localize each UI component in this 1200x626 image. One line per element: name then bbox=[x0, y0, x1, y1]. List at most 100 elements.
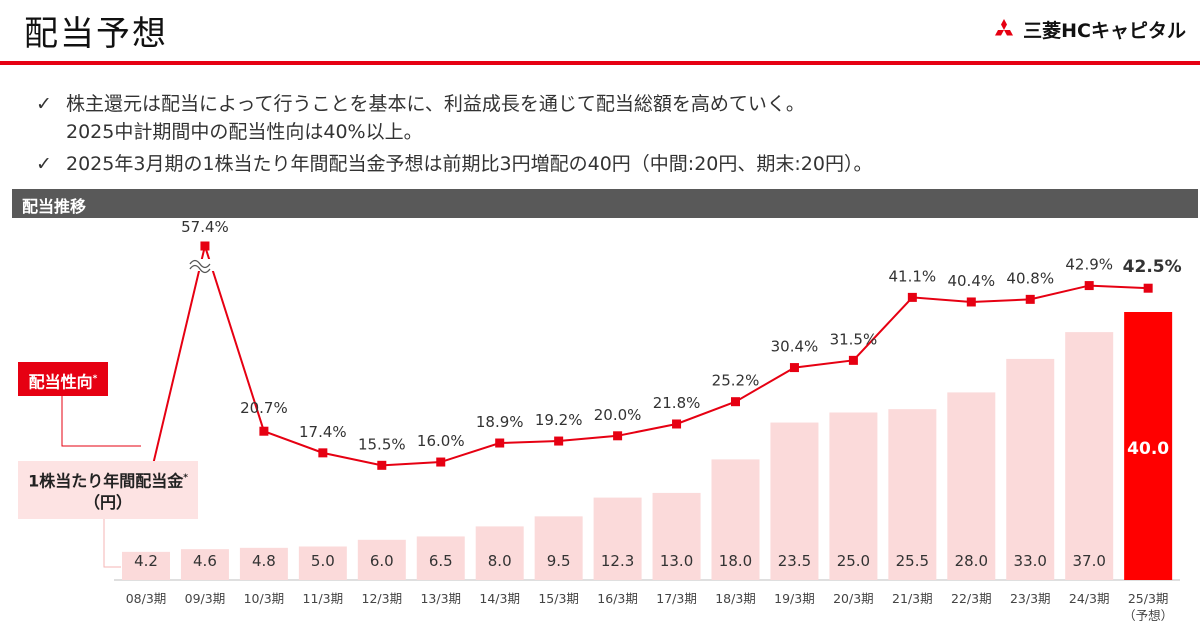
line-value-label: 42.5% bbox=[1123, 257, 1182, 277]
bar-value-label: 4.8 bbox=[252, 552, 276, 570]
x-tick-label: 17/3期 bbox=[656, 591, 697, 606]
axis-break-mask bbox=[190, 259, 215, 271]
axis-break-icon bbox=[189, 259, 211, 269]
line-value-label: 40.4% bbox=[947, 272, 995, 290]
x-tick-label: 13/3期 bbox=[420, 591, 461, 606]
line-value-label: 25.2% bbox=[712, 372, 760, 390]
line-value-label: 16.0% bbox=[417, 432, 465, 450]
x-tick-label: 11/3期 bbox=[303, 591, 344, 606]
bar-value-label: 28.0 bbox=[955, 552, 988, 570]
bar bbox=[1065, 332, 1114, 580]
bar bbox=[770, 422, 819, 580]
mitsubishi-logo-icon bbox=[995, 18, 1014, 35]
bar bbox=[652, 492, 701, 580]
bar bbox=[357, 539, 406, 580]
bar bbox=[593, 497, 642, 580]
bar bbox=[416, 536, 465, 580]
line-value-label: 21.8% bbox=[653, 394, 701, 412]
payout-ratio-label: 配当性向 bbox=[28, 372, 93, 392]
bar-value-label: 4.6 bbox=[193, 552, 217, 570]
line-value-label: 30.4% bbox=[771, 338, 819, 356]
line-point bbox=[318, 448, 328, 458]
line-point bbox=[1025, 294, 1035, 304]
line-value-label: 41.1% bbox=[889, 267, 937, 285]
footnote-mark: * bbox=[92, 374, 98, 384]
bar bbox=[475, 526, 524, 580]
bar-value-label: 6.5 bbox=[429, 552, 453, 570]
bar-value-label: 4.2 bbox=[134, 552, 158, 570]
x-tick-label: 16/3期 bbox=[597, 591, 638, 606]
section-header: 配当推移 bbox=[12, 189, 1198, 218]
line-value-label: 20.0% bbox=[594, 406, 642, 424]
dps-label: 1株当たり年間配当金 bbox=[28, 471, 184, 491]
x-tick-label: 14/3期 bbox=[479, 591, 520, 606]
x-tick-label: 21/3期 bbox=[892, 591, 933, 606]
x-tick-label: 22/3期 bbox=[951, 591, 992, 606]
x-tick-label: 09/3期 bbox=[185, 591, 226, 606]
x-tick-label: 23/3期 bbox=[1010, 591, 1051, 606]
x-tick-label: 18/3期 bbox=[715, 591, 756, 606]
line-value-label: 57.4% bbox=[181, 218, 229, 236]
bullet-text: 2025中計期間中の配当性向は40%以上。 bbox=[66, 121, 423, 143]
line-value-label: 15.5% bbox=[358, 435, 406, 453]
bar bbox=[122, 551, 170, 580]
x-tick-label: 20/3期 bbox=[833, 591, 874, 606]
payout-ratio-legend: 配当性向* bbox=[18, 362, 108, 396]
bar-value-label: 13.0 bbox=[660, 552, 693, 570]
section-title: 配当推移 bbox=[22, 197, 87, 216]
line-value-label: 40.8% bbox=[1006, 269, 1054, 287]
line-value-label: 19.2% bbox=[535, 411, 583, 429]
line-point bbox=[848, 355, 858, 365]
dps-unit-label: （円） bbox=[83, 493, 132, 513]
dps-legend-connector bbox=[103, 519, 121, 568]
line-point bbox=[907, 292, 917, 302]
bar bbox=[888, 409, 937, 580]
line-point bbox=[789, 363, 799, 373]
brand-name: 三菱HCキャピタル bbox=[1023, 20, 1186, 42]
bar bbox=[947, 392, 996, 580]
bar-value-label: 9.5 bbox=[547, 552, 571, 570]
bar bbox=[711, 459, 760, 580]
line-point bbox=[436, 457, 446, 467]
page-title: 配当予想 bbox=[24, 14, 168, 54]
bar-value-label: 18.0 bbox=[719, 552, 752, 570]
line-point bbox=[377, 460, 387, 470]
bar bbox=[1124, 312, 1173, 580]
bar bbox=[1006, 358, 1055, 580]
bar-value-label: 23.5 bbox=[778, 552, 811, 570]
line-point bbox=[672, 419, 682, 429]
line-point bbox=[200, 241, 210, 251]
bar bbox=[534, 516, 583, 580]
bar bbox=[239, 547, 288, 580]
payout-ratio-line bbox=[145, 242, 1149, 495]
x-tick-label: 25/3期 bbox=[1128, 591, 1169, 606]
bar-value-label: 25.0 bbox=[837, 552, 870, 570]
bar-value-label: 8.0 bbox=[488, 552, 512, 570]
line-point bbox=[1084, 281, 1094, 291]
line-point bbox=[495, 438, 505, 448]
x-tick-label: 08/3期 bbox=[126, 591, 167, 606]
line-point bbox=[554, 436, 564, 446]
bar-value-label: 25.5 bbox=[896, 552, 929, 570]
bar-value-label: 12.3 bbox=[601, 552, 634, 570]
check-icon: ✓ bbox=[36, 93, 52, 115]
x-tick-label: 12/3期 bbox=[362, 591, 403, 606]
bar bbox=[298, 546, 347, 580]
x-tick-sublabel: （予想） bbox=[1123, 608, 1173, 623]
x-tick-label: 24/3期 bbox=[1069, 591, 1110, 606]
bar bbox=[829, 412, 878, 580]
bar-value-label: 37.0 bbox=[1072, 552, 1105, 570]
bar-value-label: 33.0 bbox=[1014, 552, 1047, 570]
line-value-label: 20.7% bbox=[240, 399, 288, 417]
title-divider bbox=[0, 61, 1200, 65]
line-value-label: 17.4% bbox=[299, 423, 347, 441]
line-value-label: 31.5% bbox=[830, 330, 878, 348]
bar-value-label: 5.0 bbox=[311, 552, 335, 570]
axis-break-icon bbox=[189, 264, 211, 274]
brand-logo: 三菱HCキャピタル bbox=[991, 16, 1186, 43]
line-value-label: 42.9% bbox=[1065, 256, 1113, 274]
footnote-mark: * bbox=[183, 473, 188, 483]
bar-value-label: 40.0 bbox=[1127, 439, 1169, 459]
line-value-label: 18.9% bbox=[476, 413, 524, 431]
